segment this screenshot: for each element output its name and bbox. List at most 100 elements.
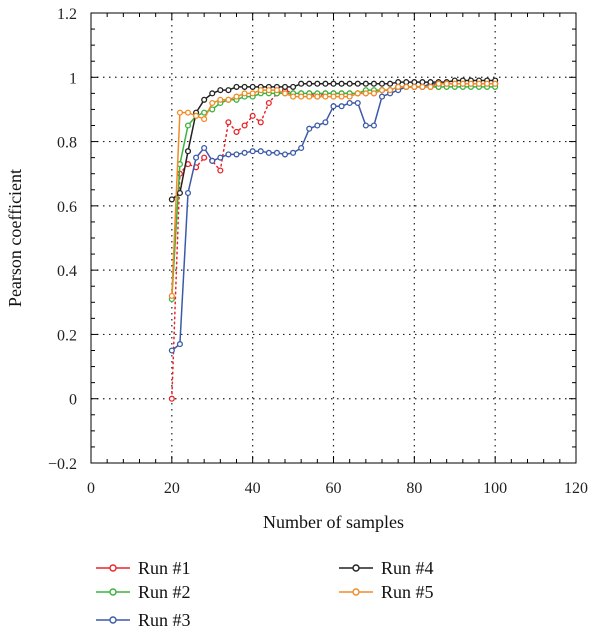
legend-entry-4: Run #4 [339, 558, 434, 578]
data-point [411, 83, 418, 90]
data-point [209, 90, 216, 97]
data-point [290, 93, 297, 100]
data-point [184, 109, 192, 116]
data-point [387, 80, 394, 87]
data-point [427, 83, 434, 90]
data-point [233, 93, 240, 100]
data-point [298, 144, 305, 152]
legend-marker [109, 564, 117, 572]
data-point [233, 83, 240, 90]
data-point [265, 87, 272, 94]
data-point [217, 167, 224, 174]
data-point [354, 80, 361, 87]
data-point [370, 122, 377, 129]
data-point [370, 80, 377, 87]
data-point [354, 99, 361, 107]
data-point [378, 93, 386, 100]
series-layer [168, 77, 499, 402]
data-point [168, 347, 175, 354]
data-point [184, 122, 192, 129]
data-point [201, 109, 208, 116]
data-point [467, 80, 474, 87]
data-point [281, 151, 289, 158]
data-point [362, 122, 369, 129]
data-point [241, 83, 248, 90]
data-point [484, 80, 491, 87]
data-point [338, 93, 345, 100]
data-point [241, 90, 248, 97]
data-point [338, 103, 345, 110]
data-point [201, 144, 208, 152]
data-point [306, 125, 313, 132]
data-point [217, 154, 224, 161]
data-point [217, 87, 224, 94]
x-tick-label: 40 [245, 480, 261, 497]
y-tick-label: 0.8 [57, 135, 77, 152]
data-point [378, 80, 386, 87]
data-point [168, 196, 175, 203]
data-point [281, 90, 289, 97]
data-point [395, 83, 402, 90]
x-tick-label: 120 [564, 480, 588, 497]
data-point [176, 341, 183, 348]
data-point [330, 80, 337, 87]
data-point [330, 103, 337, 110]
data-point [201, 116, 208, 123]
data-point [217, 96, 224, 103]
data-point [265, 99, 272, 107]
data-point [225, 151, 232, 158]
data-point [273, 87, 280, 94]
data-point [249, 83, 256, 90]
data-point [362, 90, 369, 97]
y-tick-label: 0.2 [57, 327, 77, 344]
data-point [233, 128, 240, 135]
data-point [265, 149, 272, 156]
legend-label: Run #4 [381, 558, 434, 578]
data-point [249, 148, 256, 155]
data-point [201, 96, 208, 103]
data-point [306, 93, 313, 100]
data-point [322, 119, 329, 126]
data-point [362, 80, 369, 87]
data-point [225, 96, 232, 103]
data-point [281, 83, 289, 90]
data-point [419, 83, 426, 90]
data-point [257, 119, 264, 126]
data-point [193, 154, 200, 161]
y-axis-title: Pearson coefficient [5, 169, 25, 307]
data-point [492, 80, 499, 87]
data-point [387, 87, 394, 94]
legend-label: Run #2 [138, 582, 191, 602]
y-tick-label: 0 [69, 392, 77, 409]
data-point [290, 149, 297, 156]
legend-entry-3: Run #3 [96, 610, 191, 630]
data-point [209, 157, 216, 164]
data-point [233, 151, 240, 158]
data-point [168, 395, 175, 402]
legend-label: Run #1 [138, 558, 191, 578]
data-point [403, 83, 410, 90]
data-point [346, 80, 353, 87]
data-point [241, 122, 248, 129]
data-point [395, 79, 402, 86]
legend-marker [109, 588, 117, 596]
data-point [427, 79, 434, 86]
x-tick-label: 0 [87, 480, 95, 497]
y-tick-label: 0.6 [57, 199, 77, 216]
data-point [225, 119, 232, 126]
x-tick-label: 100 [483, 480, 507, 497]
legend: Run #1 Run #2 Run #3 Run #4 Run #5 [96, 558, 434, 630]
data-point [249, 112, 256, 119]
data-point [411, 79, 418, 86]
y-tick-label: 0.4 [57, 263, 77, 280]
data-point [257, 87, 264, 94]
x-tick-label: 80 [406, 480, 422, 497]
data-point [475, 80, 483, 87]
tick-layer: 0 20 40 60 80 100 120 −0.2 0 0.2 0.4 0.6 0.8 1 1.2 [48, 6, 588, 497]
legend-label: Run #5 [381, 582, 434, 602]
legend-marker [352, 564, 360, 572]
y-tick-label: 1 [69, 70, 77, 87]
legend-entry-5: Run #5 [339, 582, 434, 602]
data-point [378, 87, 386, 94]
